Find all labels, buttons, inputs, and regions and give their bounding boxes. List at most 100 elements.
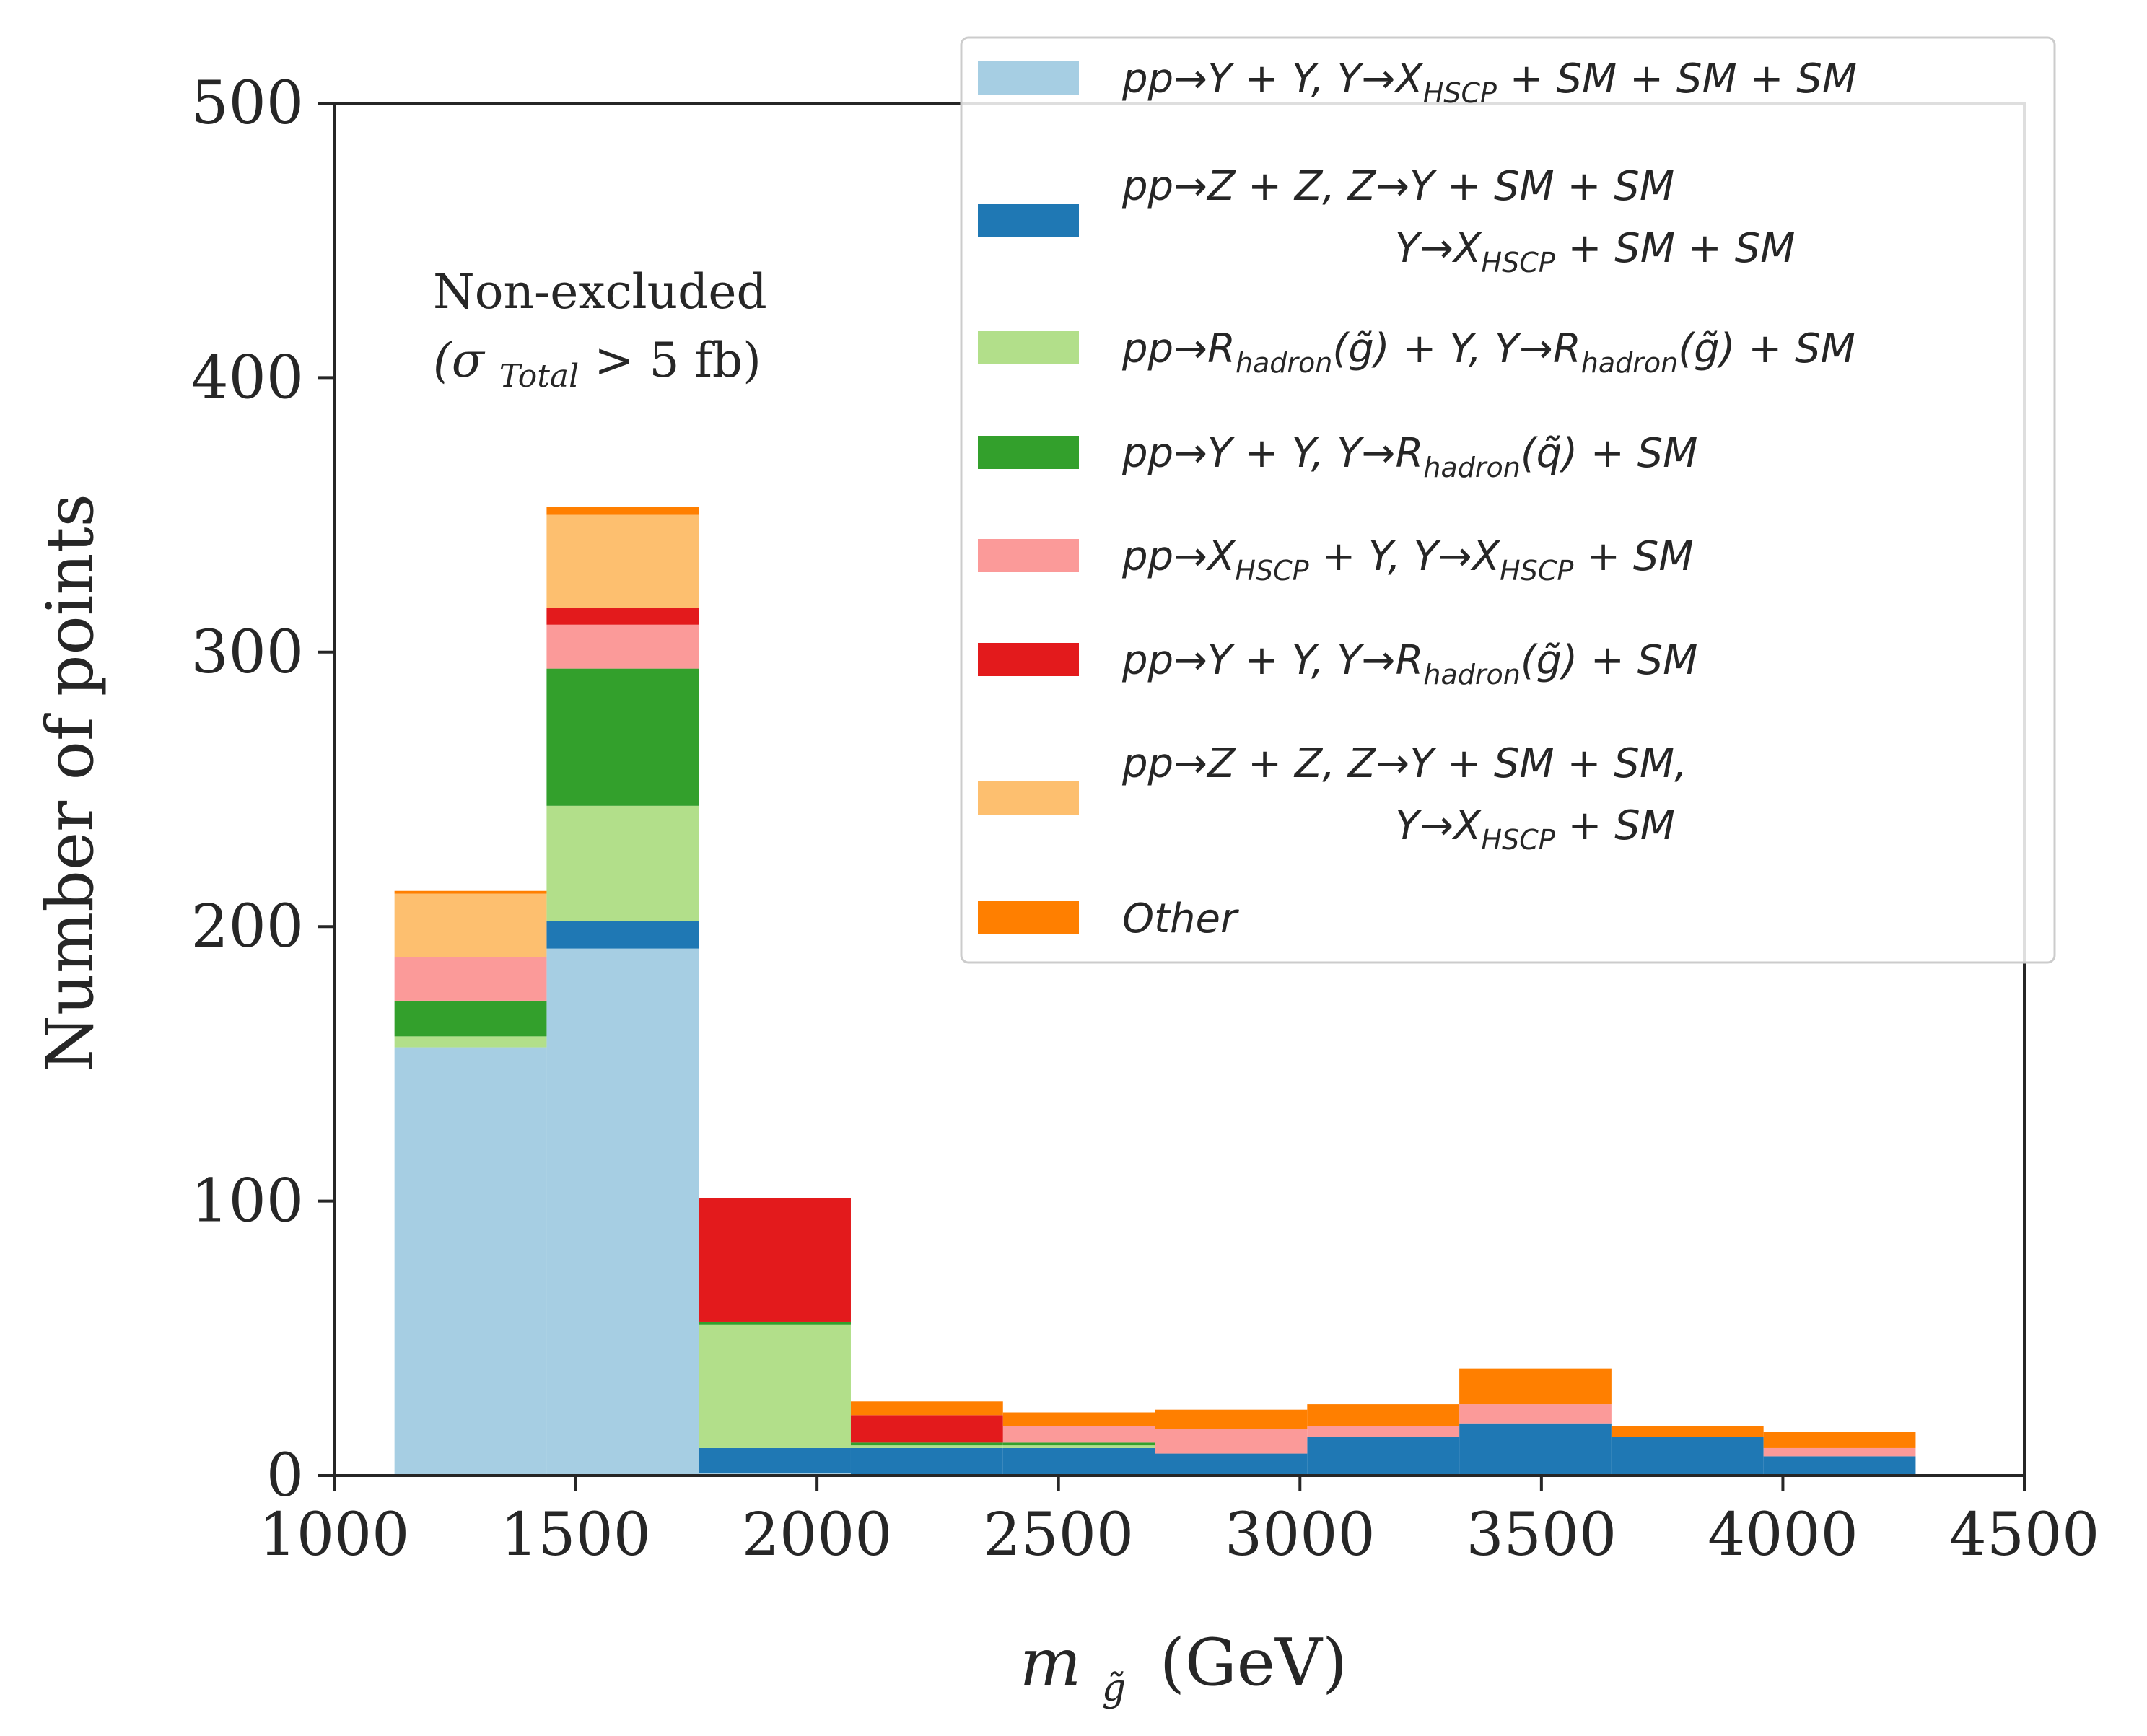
legend: pp→Y + Y, Y→XHSCP + SM + SM + SM pp→Z + Z… [960, 36, 2056, 964]
y-tick-label-5: 500 [191, 69, 304, 138]
annotation-sigma-sub: Total [499, 358, 579, 395]
legend-swatch-7 [978, 901, 1079, 934]
bar-s4-b5 [1155, 1429, 1308, 1454]
y-tick-label-0: 0 [266, 1442, 304, 1510]
legend-text-part: HSCP [1500, 555, 1573, 587]
legend-label-1-1: Y→XHSCP + SM + SM [1395, 225, 1795, 279]
legend-label-5-0: pp→Y + Y, Y→Rhadron(g̃) + SM [1121, 637, 1697, 691]
annotation-line2: (σ Total > 5 fb) [433, 333, 761, 398]
bar-s0-b1 [546, 948, 699, 1476]
bar-s3-b2 [699, 1321, 851, 1325]
legend-label-6-1: Y→XHSCP + SM [1395, 802, 1675, 856]
bar-s3-b4 [1002, 1442, 1155, 1446]
bar-s5-b1 [546, 608, 699, 625]
bar-s1-b9 [1763, 1456, 1916, 1476]
bar-s7-b6 [1307, 1404, 1460, 1426]
legend-text-part: pp→Z + Z, Z→Y + SM + SM, [1121, 740, 1687, 787]
legend-text-part: pp→Z + Z, Z→Y + SM + SM [1121, 163, 1674, 210]
bar-s1-b5 [1155, 1453, 1308, 1476]
x-tick-label-4: 3000 [1225, 1501, 1376, 1569]
bar-s5-b3 [850, 1415, 1003, 1443]
bar-s3-b0 [394, 1000, 547, 1037]
x-axis-label: m g̃ (GeV) [1020, 1625, 1347, 1717]
bar-s1-b3 [850, 1447, 1003, 1476]
bar-s1-b8 [1611, 1437, 1764, 1476]
x-tick-label-6: 4000 [1707, 1501, 1858, 1569]
legend-swatch-3 [978, 436, 1079, 469]
legend-text-part: + SM + SM + SM [1497, 56, 1857, 102]
bar-s7-b5 [1155, 1409, 1308, 1429]
x-axis-symbol-sub: g̃ [1102, 1667, 1126, 1710]
ticks-layer: 1000 1500 2000 2500 3000 3500 4000 4500 0 100 200 3… [191, 69, 2099, 1569]
legend-label-1-0: pp→Z + Z, Z→Y + SM + SM [1121, 163, 1674, 210]
legend-swatch-0 [978, 61, 1079, 95]
legend-text-part: pp→X [1121, 533, 1236, 580]
bar-s3-b1 [546, 668, 699, 806]
legend-text-part: hadron [1236, 347, 1332, 379]
bar-s1-b2 [699, 1447, 851, 1473]
bar-s4-b7 [1459, 1404, 1612, 1424]
bar-s7-b3 [850, 1401, 1003, 1416]
y-tick-label-1: 100 [191, 1167, 304, 1236]
bar-s3-b3 [850, 1442, 1003, 1446]
legend-text-part: + SM + SM [1555, 225, 1796, 272]
bar-s4-b0 [394, 957, 547, 1001]
legend-text-part: hadron [1423, 659, 1520, 691]
bar-s2-b1 [546, 805, 699, 921]
legend-text-part: + SM [1573, 533, 1693, 580]
legend-text-part: Y→X [1395, 802, 1482, 849]
bar-s6-b1 [546, 514, 699, 608]
legend-text-part: hadron [1423, 452, 1520, 483]
legend-text-part: Y→X [1395, 225, 1482, 272]
x-tick-label-1: 1500 [500, 1501, 651, 1569]
bar-s1-b7 [1459, 1423, 1612, 1476]
bar-s7-b0 [394, 890, 547, 894]
x-tick-label-7: 4500 [1949, 1501, 2100, 1569]
bar-s7-b9 [1763, 1432, 1916, 1448]
x-axis-unit: (GeV) [1160, 1625, 1347, 1701]
bar-s7-b8 [1611, 1426, 1764, 1437]
annotation-threshold: > 5 fb) [594, 333, 761, 388]
legend-text-part: (g̃) + Y, Y→R [1332, 325, 1580, 372]
bar-s2-b0 [394, 1036, 547, 1048]
bar-s2-b2 [699, 1324, 851, 1448]
legend-text-part: Other [1122, 895, 1239, 942]
bar-s7-b1 [546, 507, 699, 515]
legend-label-4-0: pp→XHSCP + Y, Y→XHSCP + SM [1121, 533, 1694, 587]
legend-text-part: (q̃) + SM [1521, 430, 1698, 477]
bar-s0-b0 [394, 1047, 547, 1476]
legend-swatch-6 [978, 781, 1079, 815]
legend-swatch-2 [978, 331, 1079, 364]
legend-text-part: HSCP [1482, 247, 1555, 279]
legend-text-part: pp→Y + Y, Y→R [1121, 637, 1423, 684]
y-tick-label-3: 300 [191, 618, 304, 687]
legend-text-part: (g̃) + SM [1521, 637, 1698, 684]
legend-text-part: + Y, Y→X [1309, 533, 1501, 580]
bar-s4-b6 [1307, 1426, 1460, 1437]
bar-s1-b4 [1002, 1447, 1155, 1476]
bar-s5-b2 [699, 1198, 851, 1322]
annotation: Non-excluded (σ Total > 5 fb) [433, 264, 767, 398]
legend-text-part: pp→R [1121, 325, 1236, 372]
legend-label-6-0: pp→Z + Z, Z→Y + SM + SM, [1121, 740, 1687, 787]
legend-label-0-0: pp→Y + Y, Y→XHSCP + SM + SM + SM [1121, 56, 1857, 109]
legend-text-part: (g̃) + SM [1678, 325, 1855, 372]
legend-swatch-1 [978, 204, 1079, 237]
legend-text-part: hadron [1581, 347, 1678, 379]
bar-s6-b0 [394, 893, 547, 957]
bar-s1-b6 [1307, 1437, 1460, 1476]
bar-s2-b3 [850, 1445, 1003, 1448]
legend-label-3-0: pp→Y + Y, Y→Rhadron(q̃) + SM [1121, 430, 1697, 483]
bar-s4-b9 [1763, 1447, 1916, 1457]
legend-frame [960, 36, 2056, 964]
legend-swatch-5 [978, 643, 1079, 676]
legend-swatch-4 [978, 539, 1079, 572]
y-tick-label-4: 400 [191, 343, 304, 412]
legend-text-part: + SM [1555, 802, 1675, 849]
legend-text-part: HSCP [1482, 824, 1555, 856]
bar-s2-b4 [1002, 1445, 1155, 1448]
x-tick-label-2: 2000 [742, 1501, 893, 1569]
annotation-line1: Non-excluded [433, 264, 767, 320]
bar-s7-b4 [1002, 1412, 1155, 1426]
